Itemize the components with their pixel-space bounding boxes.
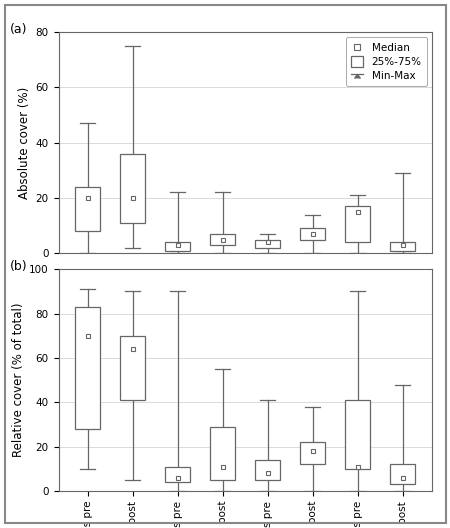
Bar [300, 229, 325, 240]
Bar [390, 465, 415, 484]
Legend: Median, 25%-75%, Min-Max: Median, 25%-75%, Min-Max [346, 37, 427, 86]
Bar [121, 336, 145, 400]
Text: (b): (b) [10, 260, 27, 274]
Y-axis label: Absolute cover (%): Absolute cover (%) [18, 87, 32, 199]
Bar [345, 206, 370, 242]
Bar [121, 154, 145, 223]
Bar [390, 242, 415, 251]
Bar [255, 240, 280, 248]
Bar [211, 427, 235, 480]
Bar [76, 187, 100, 231]
Bar [76, 307, 100, 429]
Y-axis label: Relative cover (% of total): Relative cover (% of total) [12, 303, 25, 457]
Bar [166, 242, 190, 251]
Bar [345, 400, 370, 469]
Bar [211, 234, 235, 245]
Bar [300, 442, 325, 465]
Bar [166, 467, 190, 482]
Text: (a): (a) [10, 23, 27, 36]
Bar [255, 460, 280, 480]
